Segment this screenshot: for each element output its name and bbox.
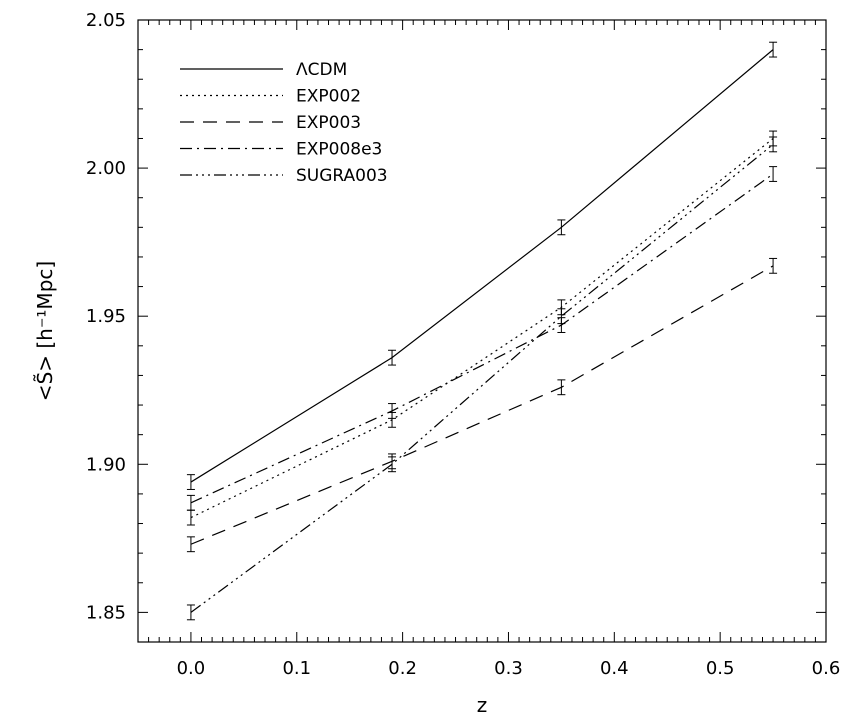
x-tick-label: 0.5: [706, 658, 735, 679]
plot-frame: [137, 19, 827, 643]
legend-label: EXP002: [296, 87, 361, 107]
x-tick-label: 0.0: [177, 658, 206, 679]
series-line: [190, 138, 774, 519]
x-tick-label: 0.2: [388, 658, 417, 679]
series--cdm: [186, 41, 778, 490]
series-line: [190, 49, 774, 483]
series-line: [190, 265, 774, 545]
legend-label: SUGRA003: [296, 166, 388, 186]
series-sugra003: [186, 136, 778, 621]
legend-label: EXP003: [296, 113, 361, 133]
series-layer: [186, 41, 778, 621]
tick-labels: 0.0 0.1 0.2 0.3 0.4 0.5 0.6 1.85 1.90 1.95 2.00 2.0…: [86, 10, 840, 679]
y-tick-label: 2.05: [86, 10, 126, 31]
y-tick-label: 1.95: [86, 306, 126, 327]
x-tick-label: 0.1: [282, 658, 311, 679]
legend-label: ΛCDM: [296, 60, 347, 80]
y-axis-label: <S̃> [h⁻¹Mpc]: [33, 261, 57, 401]
legend-label: EXP008e3: [296, 140, 382, 160]
x-tick-label: 0.3: [494, 658, 523, 679]
series-exp008e3: [186, 166, 778, 511]
y-tick-label: 2.00: [86, 158, 126, 179]
series-exp003: [186, 257, 778, 553]
x-axis-label: z: [477, 693, 488, 717]
x-tick-label: 0.4: [600, 658, 629, 679]
y-tick-label: 1.85: [86, 602, 126, 623]
series-exp002: [186, 130, 778, 526]
x-tick-label: 0.6: [812, 658, 841, 679]
series-line: [190, 143, 774, 613]
axis-ticks: [137, 19, 827, 643]
legend: ΛCDM EXP002 EXP003 EXP008e3 SUGRA003: [180, 60, 388, 186]
series-line: [190, 173, 774, 504]
y-tick-label: 1.90: [86, 454, 126, 475]
